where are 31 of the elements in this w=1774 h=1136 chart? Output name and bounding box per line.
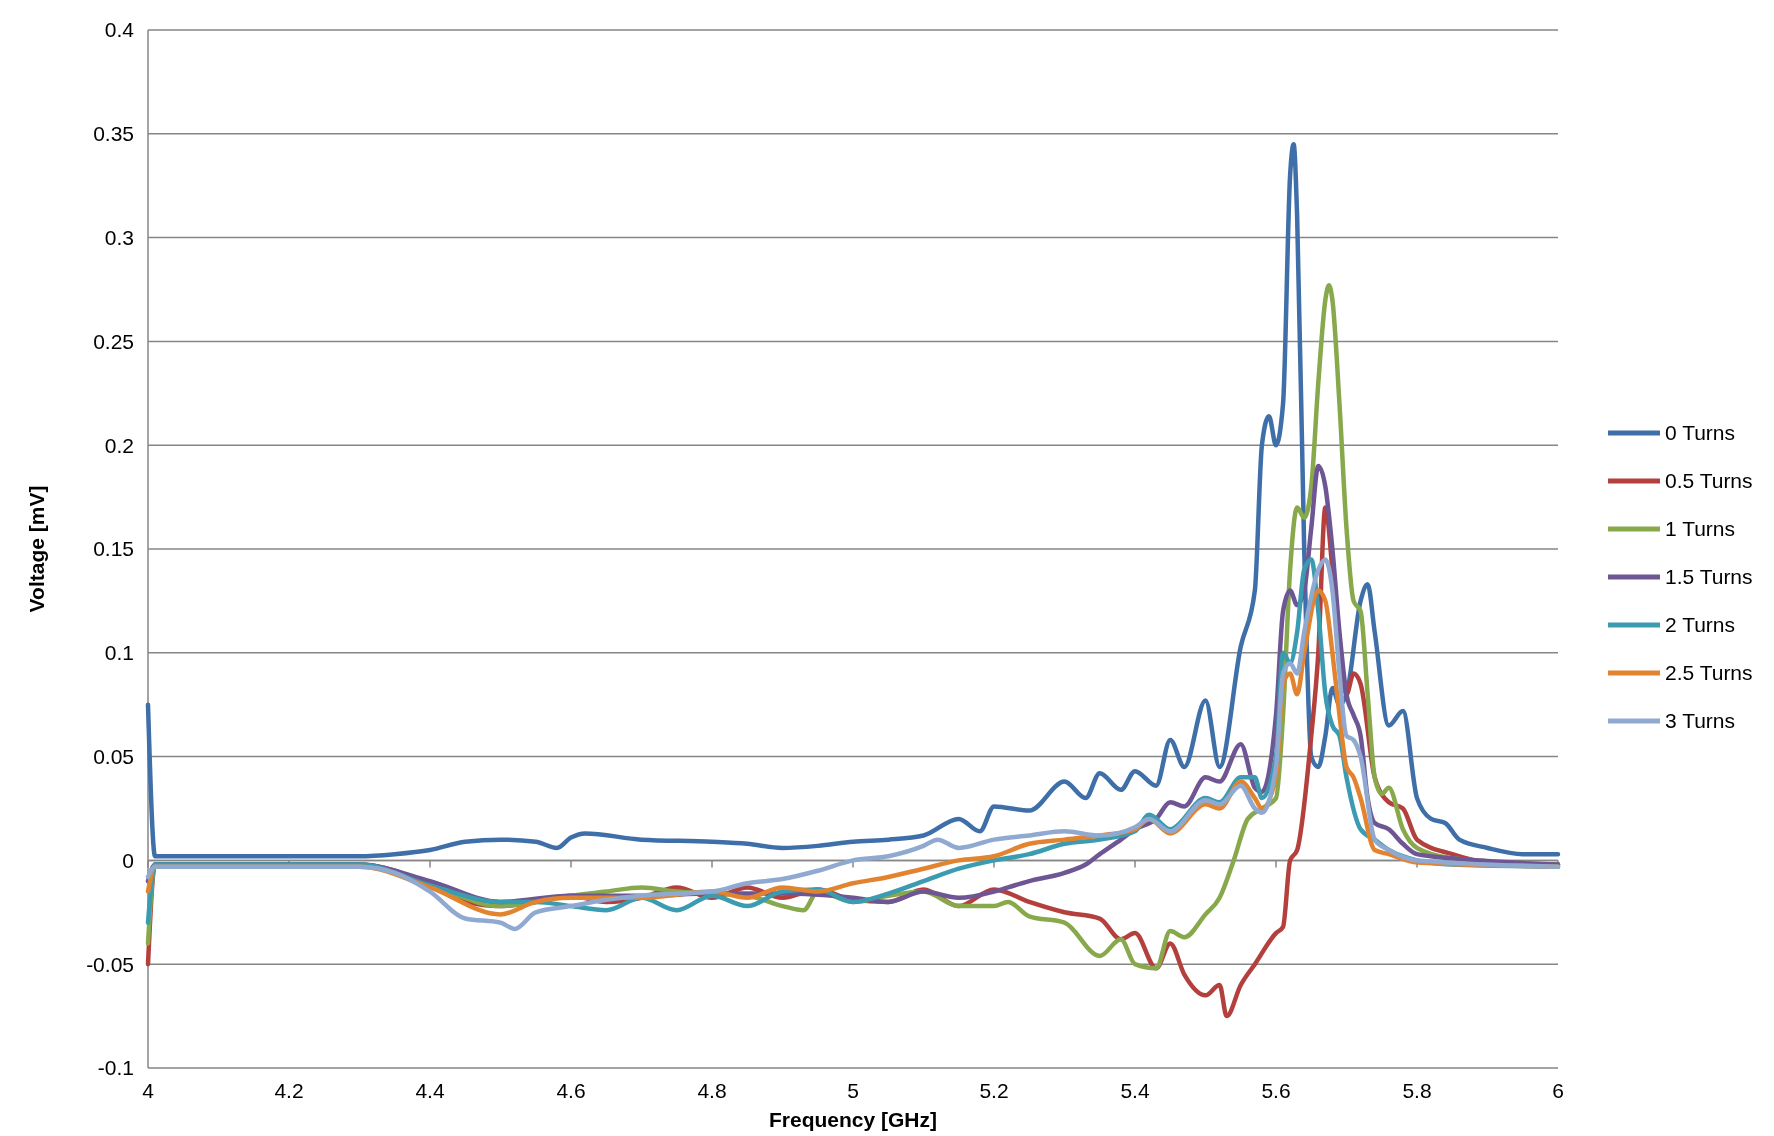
x-tick-label: 4 [142, 1079, 155, 1102]
y-axis-title: Voltage [mV] [25, 485, 48, 613]
x-tick-label: 4.2 [274, 1079, 304, 1102]
x-tick-label: 5 [847, 1079, 859, 1102]
y-tick-label: 0 [122, 848, 134, 872]
x-tick-label: 5.6 [1261, 1079, 1291, 1102]
y-tick-label: 0.15 [93, 537, 134, 561]
legend-label: 1.5 Turns [1665, 565, 1753, 589]
x-tick-label: 4.6 [556, 1079, 586, 1102]
y-tick-label: 0.1 [104, 641, 134, 665]
y-tick-label: 0.35 [93, 122, 134, 146]
y-tick-label: 0.3 [104, 225, 134, 249]
y-tick-label: 0.05 [93, 744, 134, 768]
legend-label: 2 Turns [1665, 613, 1736, 637]
x-tick-label: 5.8 [1402, 1079, 1432, 1102]
y-tick-label: -0.05 [86, 952, 134, 976]
legend-label: 0 Turns [1665, 421, 1736, 445]
x-tick-label: 4.4 [415, 1079, 445, 1102]
y-tick-label: 0.4 [104, 18, 135, 42]
y-tick-label: 0.25 [93, 329, 134, 353]
legend-label: 1 Turns [1665, 517, 1736, 541]
x-tick-label: 5.4 [1120, 1079, 1150, 1102]
legend-label: 3 Turns [1665, 709, 1736, 733]
x-tick-label: 5.2 [979, 1079, 1009, 1102]
y-tick-label: -0.1 [97, 1056, 134, 1080]
x-axis-title: Frequency [GHz] [768, 1108, 938, 1131]
x-tick-label: 4.8 [697, 1079, 727, 1102]
y-tick-label: 0.2 [104, 433, 134, 457]
legend-label: 0.5 Turns [1665, 469, 1753, 493]
x-tick-label: 6 [1552, 1079, 1564, 1102]
legend-label: 2.5 Turns [1665, 661, 1753, 685]
